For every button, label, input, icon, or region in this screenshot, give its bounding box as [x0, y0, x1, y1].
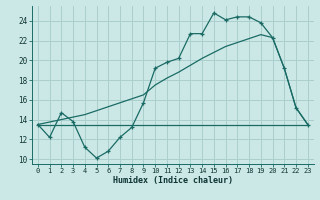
X-axis label: Humidex (Indice chaleur): Humidex (Indice chaleur)	[113, 176, 233, 185]
